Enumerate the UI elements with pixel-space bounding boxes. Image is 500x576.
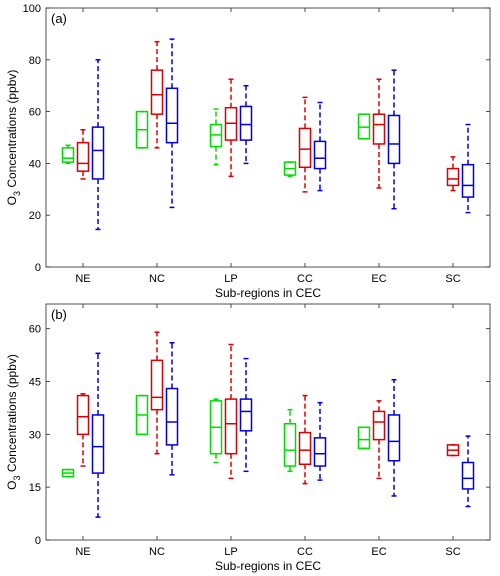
box-CC-series-1 [283,408,297,473]
box-iqr [298,431,312,466]
panel-label: (a) [51,11,67,26]
y-tick-label: 30 [29,429,41,441]
box-EC-series-2 [372,400,386,480]
box-iqr [461,461,475,490]
box-NE-series-3 [91,59,105,231]
x-tick-label: NE [75,546,90,558]
box-NE-series-2 [76,128,90,180]
box-EC-series-2 [372,78,386,189]
y-tick-label: 0 [35,535,41,547]
box-LP-series-1 [209,108,223,166]
box-iqr [313,140,327,170]
x-tick-label: SC [445,273,460,285]
box-iqr [150,69,164,115]
box-SC-series-2 [446,156,460,192]
box-LP-series-3 [239,84,253,165]
box-iqr [446,167,460,187]
x-axis-label: Sub-regions in CEC [215,559,321,573]
box-LP-series-2 [224,78,238,178]
x-tick-label: NE [75,273,90,285]
box-NE-series-3 [91,352,105,518]
box-iqr [387,414,401,462]
box-iqr [150,359,164,411]
x-tick-label: SC [445,546,460,558]
box-CC-series-3 [313,101,327,192]
box-NC-series-1 [135,394,149,436]
box-EC-series-3 [387,378,401,497]
box-iqr [298,127,312,169]
y-tick-label: 60 [29,107,41,119]
box-iqr [76,394,90,436]
box-iqr [61,147,75,163]
box-iqr [372,113,386,145]
y-tick-label: 40 [29,158,41,170]
x-tick-label: EC [371,546,386,558]
box-iqr [283,423,297,467]
x-tick-label: EC [371,273,386,285]
box-NC-series-1 [135,110,149,149]
box-CC-series-3 [313,401,327,481]
box-iqr [461,163,475,198]
y-axis-label: O3 Concentrations (ppbv) [5,354,22,490]
box-EC-series-1 [357,113,371,140]
plot-area-frame [45,303,491,541]
box-iqr [313,437,327,467]
box-LP-series-3 [239,357,253,473]
panel-label: (b) [51,307,67,322]
box-iqr [165,87,179,144]
box-EC-series-3 [387,69,401,210]
box-LP-series-2 [224,343,238,480]
box-SC-series-3 [461,435,475,508]
box-iqr [357,426,371,450]
y-tick-label: 100 [23,3,41,15]
box-iqr [224,398,238,455]
x-tick-label: LP [224,546,237,558]
box-CC-series-2 [298,394,312,485]
plot-area-frame [45,7,491,268]
y-axis-label-subscript: 3 [12,476,22,481]
y-tick-label: 60 [29,324,41,336]
y-axis-label-main: O [5,196,19,205]
y-axis-label-main: O [5,481,19,490]
x-tick-label: CC [297,546,313,558]
box-CC-series-2 [298,96,312,193]
y-tick-label: 0 [35,262,41,274]
box-CC-series-1 [283,161,297,178]
box-NE-series-1 [61,144,75,165]
box-iqr [76,141,90,172]
x-tick-label: NC [149,546,165,558]
y-tick-label: 45 [29,376,41,388]
y-tick-label: 20 [29,210,41,222]
box-iqr [387,114,401,165]
y-axis-label-rest: Concentrations (ppbv) [5,70,19,191]
y-axis-label: O3 Concentrations (ppbv) [5,70,22,206]
x-tick-label: LP [224,273,237,285]
x-tick-label: NC [149,273,165,285]
y-tick-label: 80 [29,55,41,67]
box-EC-series-1 [357,426,371,450]
y-axis-label-subscript: 3 [12,191,22,196]
box-NC-series-3 [165,341,179,476]
box-iqr [239,105,253,141]
box-SC-series-3 [461,123,475,214]
box-iqr [239,398,253,432]
x-axis-label: Sub-regions in CEC [215,286,321,300]
box-LP-series-1 [209,398,223,464]
box-NE-series-2 [76,393,90,467]
box-iqr [91,414,105,474]
y-tick-label: 15 [29,482,41,494]
box-NC-series-2 [150,331,164,455]
box-NE-series-1 [61,468,75,478]
box-iqr [91,126,105,180]
x-tick-label: CC [297,273,313,285]
box-iqr [165,387,179,446]
chart-panel-a: 0 20 40 60 80 100 NE NC LP CC EC SC (a) Sub-regions i… [5,3,491,300]
box-iqr [372,410,386,441]
box-SC-series-2 [446,444,460,457]
box-NC-series-3 [165,38,179,209]
y-axis-label-rest: Concentrations (ppbv) [5,354,19,475]
chart-panel-b: 0 15 30 45 60 NE NC LP CC EC SC (b) Sub-regions in C… [5,303,491,573]
box-NC-series-2 [150,40,164,149]
